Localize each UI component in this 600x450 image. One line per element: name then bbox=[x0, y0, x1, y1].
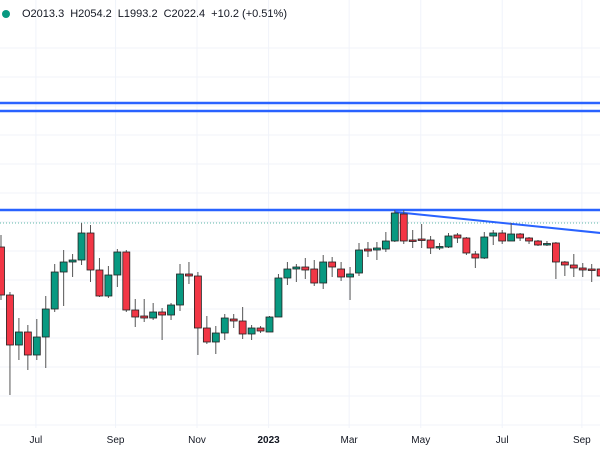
candle-body bbox=[41, 308, 50, 338]
candle-body bbox=[220, 317, 229, 334]
candle-body bbox=[86, 232, 95, 271]
time-axis-label: Nov bbox=[188, 435, 206, 446]
time-axis-label: May bbox=[411, 435, 430, 446]
candle-body bbox=[426, 239, 435, 249]
candle-body bbox=[193, 275, 202, 329]
candle-body bbox=[176, 273, 184, 306]
candle-body bbox=[534, 240, 542, 246]
trend-line bbox=[394, 211, 600, 234]
market-status-dot-icon bbox=[2, 10, 10, 18]
candle-body bbox=[596, 268, 600, 277]
candle-body bbox=[587, 268, 596, 271]
candle-body bbox=[462, 237, 471, 254]
candle-body bbox=[50, 271, 59, 310]
candle-body bbox=[256, 327, 265, 332]
candle-body bbox=[0, 246, 5, 296]
candle-body bbox=[498, 232, 507, 242]
candle-body bbox=[68, 259, 77, 263]
candle-body bbox=[301, 266, 310, 271]
legend-low: L1993.2 bbox=[117, 8, 158, 20]
candle-body bbox=[23, 331, 32, 356]
candle-body bbox=[167, 304, 175, 316]
candle-body bbox=[319, 261, 328, 284]
legend-open: O2013.3 bbox=[22, 8, 65, 20]
time-axis-label: Jul bbox=[496, 435, 509, 446]
candle-body bbox=[6, 294, 14, 346]
candle-body bbox=[364, 248, 372, 252]
candle-body bbox=[95, 269, 104, 297]
candle-body bbox=[229, 318, 238, 322]
candle-body bbox=[417, 238, 426, 241]
candle-body bbox=[131, 309, 140, 318]
candle-body bbox=[435, 246, 444, 249]
candle-body bbox=[543, 243, 551, 246]
candle-body bbox=[202, 327, 211, 343]
candle-body bbox=[140, 315, 149, 319]
candle-body bbox=[14, 331, 23, 346]
candle-body bbox=[149, 311, 158, 319]
legend-close: C2022.4 bbox=[163, 8, 206, 20]
time-axis-label: 2023 bbox=[257, 435, 280, 446]
candle-body bbox=[408, 239, 417, 242]
time-axis[interactable]: Jul Sep Nov 2023 Mar May Jul Sep bbox=[30, 435, 592, 446]
candle-body bbox=[77, 232, 86, 261]
ohlc-legend: O2013.3 H2054.2 L1993.2 C2022.4 +10.2 (+… bbox=[0, 4, 293, 24]
candle-body bbox=[399, 213, 408, 242]
candle-body bbox=[390, 212, 399, 242]
candle-body bbox=[444, 235, 453, 248]
candle-body bbox=[346, 273, 354, 278]
legend-change: +10.2 (+0.51%) bbox=[211, 8, 287, 20]
candle-body bbox=[569, 264, 578, 269]
candle-body bbox=[480, 236, 489, 259]
candle-body bbox=[158, 311, 167, 316]
candle-body bbox=[471, 253, 480, 259]
candle-body bbox=[265, 316, 274, 333]
candle-body bbox=[525, 237, 533, 242]
candle-body bbox=[516, 233, 524, 239]
time-axis-label: Sep bbox=[107, 435, 125, 446]
candle-body bbox=[274, 277, 283, 318]
candle-body bbox=[578, 267, 587, 271]
time-axis-label: Sep bbox=[573, 435, 591, 446]
time-axis-label: Mar bbox=[341, 435, 359, 446]
candle-body bbox=[283, 268, 292, 279]
candle-body bbox=[552, 242, 560, 263]
candle-body bbox=[355, 249, 363, 274]
candle-body bbox=[211, 332, 220, 343]
candle-body bbox=[59, 261, 68, 273]
candle-body bbox=[328, 261, 337, 268]
grid bbox=[0, 0, 600, 428]
candle-body bbox=[507, 233, 516, 242]
candle-body bbox=[238, 320, 247, 335]
candle-body bbox=[113, 251, 122, 276]
candle-body bbox=[381, 240, 390, 250]
candle-body bbox=[560, 261, 569, 266]
candle-body bbox=[453, 234, 462, 239]
candle-body bbox=[32, 336, 41, 356]
candle-body bbox=[292, 266, 301, 270]
candle-body bbox=[104, 274, 113, 297]
drawings bbox=[0, 101, 600, 234]
candle-body bbox=[337, 268, 346, 278]
candles bbox=[0, 210, 600, 395]
time-axis-label: Jul bbox=[30, 435, 43, 446]
candle-body bbox=[372, 247, 381, 251]
candle-body bbox=[310, 268, 319, 284]
candle-body bbox=[247, 327, 256, 335]
candle-body bbox=[122, 251, 131, 311]
candle-body bbox=[489, 232, 498, 237]
candle-body bbox=[185, 273, 193, 277]
legend-high: H2054.2 bbox=[70, 8, 112, 20]
